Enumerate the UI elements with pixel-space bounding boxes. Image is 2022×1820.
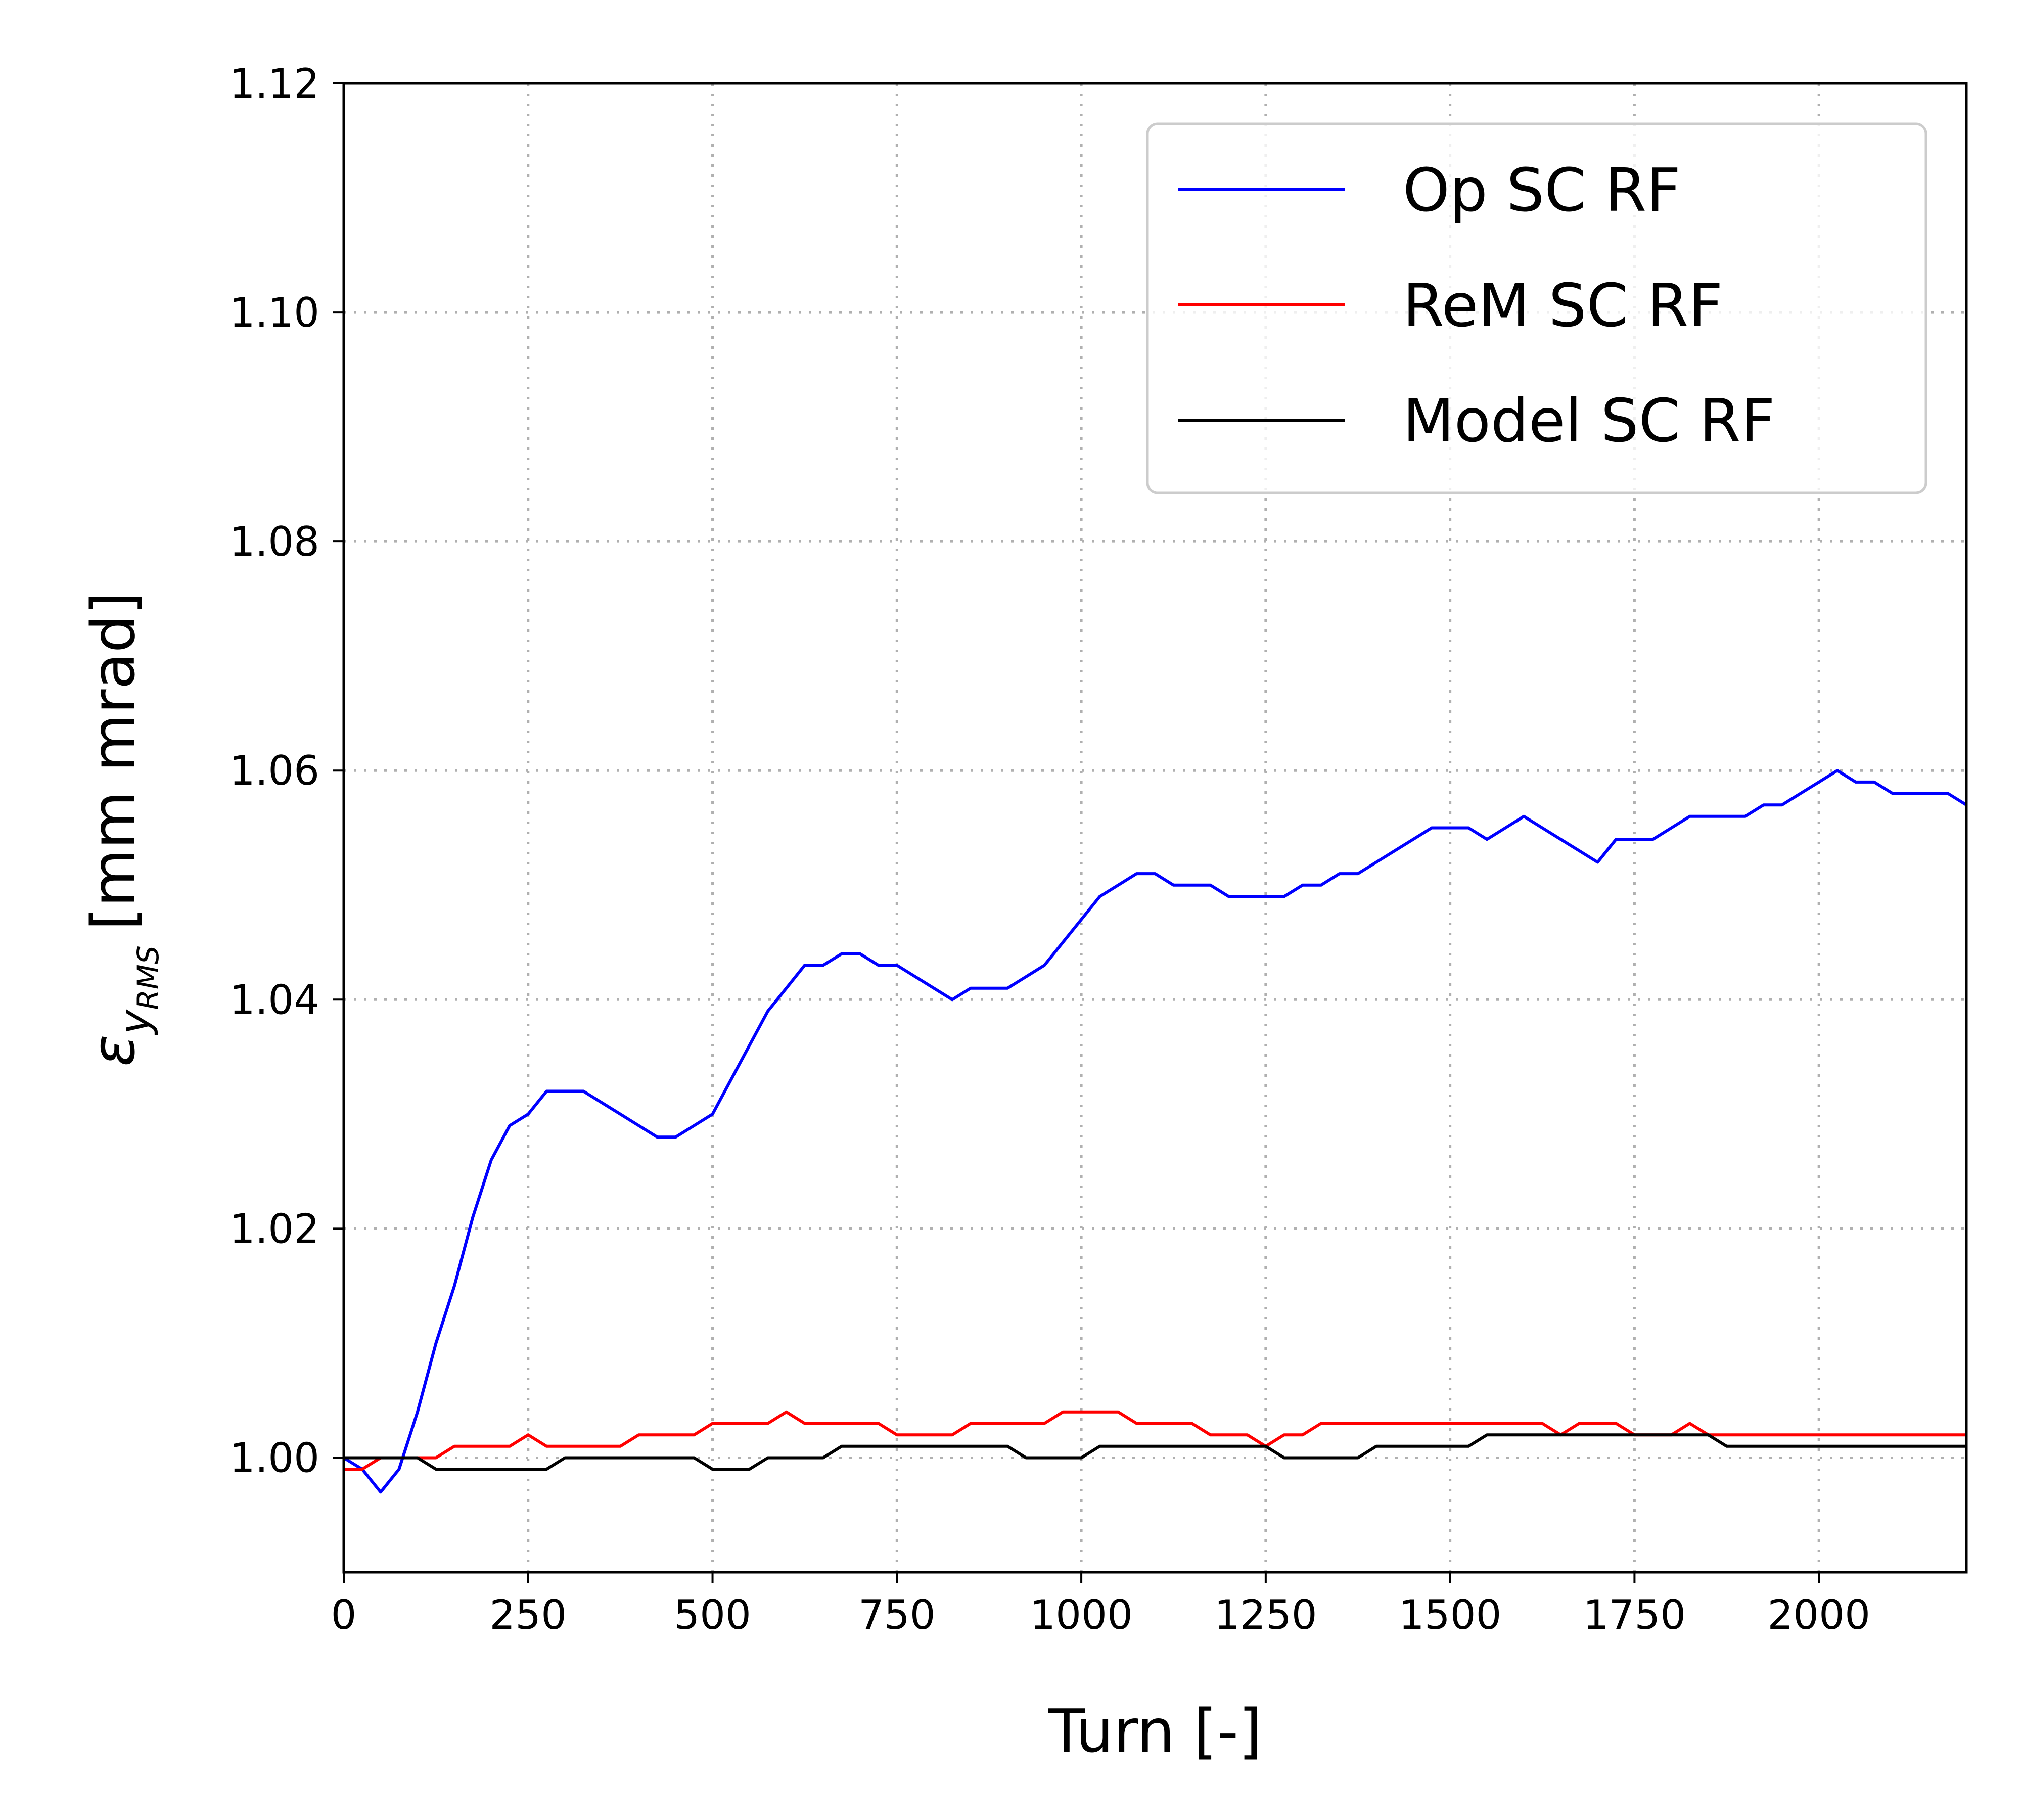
series-line-3	[344, 1433, 1966, 1471]
y-tick-label: 1.08	[229, 518, 319, 565]
y-tick-label: 1.06	[229, 747, 319, 794]
legend-entries: Op SC RF ReM SC RF Model SC RF	[1178, 155, 1775, 456]
x-tick-label: 1750	[1583, 1591, 1686, 1639]
x-tick-label: 2000	[1767, 1591, 1870, 1639]
y-axis-subsubscript: RMS	[131, 945, 165, 1010]
y-axis-symbol: ε	[78, 1034, 148, 1067]
y-tick-label: 1.12	[229, 60, 319, 107]
y-axis-ticks: 1.00 1.02 1.04 1.06 1.08 1.10 1.12	[229, 60, 344, 1481]
x-tick-label: 1500	[1399, 1591, 1502, 1639]
x-axis-title: Turn [-]	[1048, 1696, 1262, 1766]
x-axis-ticks: 0 250 500 750 1000 1250 1500 1750 2000	[331, 1572, 1870, 1639]
x-tick-label: 250	[489, 1591, 567, 1639]
x-tick-label: 0	[331, 1591, 357, 1639]
x-tick-label: 1000	[1030, 1591, 1133, 1639]
legend-label-1: Op SC RF	[1403, 155, 1681, 225]
legend-frame	[1146, 122, 1927, 494]
x-tick-label: 500	[674, 1591, 751, 1639]
y-axis-subscript: y	[111, 1009, 159, 1036]
y-axis-title-text: εyRMS [mm mrad]	[78, 592, 165, 1067]
y-tick-label: 1.02	[229, 1205, 319, 1252]
y-tick-label: 1.10	[229, 289, 319, 336]
series-line-1	[343, 769, 1967, 1494]
legend-label-2: ReM SC RF	[1403, 270, 1723, 340]
y-tick-label: 1.00	[229, 1434, 319, 1481]
x-tick-label: 1250	[1214, 1591, 1317, 1639]
y-axis-title: εyRMS [mm mrad]	[78, 592, 165, 1067]
y-tick-label: 1.04	[229, 976, 319, 1023]
legend-label-3: Model SC RF	[1403, 386, 1775, 456]
y-axis-unit: [mm mrad]	[78, 592, 148, 930]
legend: Op SC RF ReM SC RF Model SC RF	[1146, 122, 1927, 494]
series-lines	[343, 769, 1967, 1494]
x-tick-label: 750	[858, 1591, 936, 1639]
series-line-2	[344, 1410, 1966, 1471]
plot-frame	[342, 82, 1968, 1574]
